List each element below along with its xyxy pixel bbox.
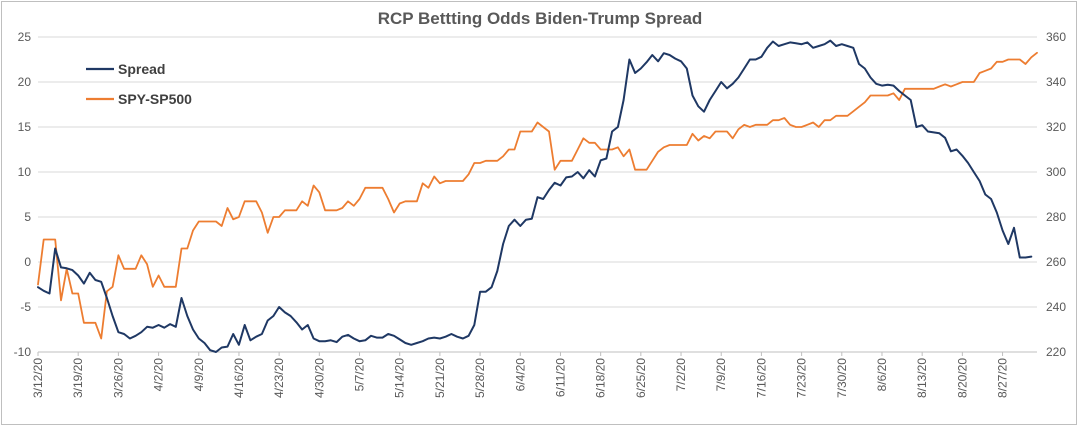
legend-label: SPY-SP500 [118,91,192,107]
x-tick-label: 5/14/20 [393,358,407,398]
y-left-tick-label: 0 [24,255,31,269]
y-right-tick-label: 260 [1046,255,1066,269]
x-tick-label: 7/16/20 [754,358,768,398]
y-right-tick-label: 220 [1046,345,1066,359]
y-left-tick-label: 25 [18,30,32,44]
y-left-tick-label: 5 [24,210,31,224]
x-tick-label: 4/2/20 [152,358,166,392]
x-tick-label: 7/2/20 [674,358,688,392]
y-left-tick-label: 15 [18,120,32,134]
x-tick-label: 8/6/20 [875,358,889,392]
x-tick-label: 7/30/20 [835,358,849,398]
x-tick-label: 5/21/20 [433,358,447,398]
y-right-tick-label: 240 [1046,300,1066,314]
legend: Spread SPY-SP500 [86,61,192,107]
x-tick-label: 8/27/20 [996,358,1010,398]
x-axis-ticks: 3/12/20 3/19/20 3/26/20 4/2/20 4/9/20 4/16/20… [31,351,1037,398]
x-tick-label: 6/11/20 [553,358,567,397]
y-right-tick-label: 320 [1046,120,1066,134]
x-tick-label: 7/23/20 [795,358,809,398]
chart-title: RCP Bettting Odds Biden-Trump Spread [378,9,703,28]
y-right-tick-label: 360 [1046,30,1066,44]
y-right-tick-label: 340 [1046,75,1066,89]
x-tick-label: 4/30/20 [312,358,326,398]
right-y-axis-ticks: 220 240 260 280 300 320 340 360 [1046,30,1066,359]
x-tick-label: 8/13/20 [915,358,929,398]
y-left-tick-label: 10 [18,165,32,179]
x-tick-label: 7/9/20 [714,358,728,392]
x-tick-label: 6/25/20 [634,358,648,398]
x-tick-label: 3/12/20 [31,358,45,398]
series-lines [37,39,1038,353]
x-tick-label: 6/4/20 [513,358,527,392]
x-tick-label: 6/18/20 [594,358,608,398]
y-left-tick-label: -10 [14,345,32,359]
x-tick-label: 4/9/20 [192,358,206,392]
y-left-tick-label: 20 [18,75,32,89]
y-right-tick-label: 300 [1046,165,1066,179]
x-tick-label: 8/20/20 [955,358,969,398]
left-y-axis-ticks: -10 -5 0 5 10 15 20 25 [14,30,32,359]
series-line-spy-sp500 [37,51,1038,340]
x-tick-label: 5/7/20 [353,358,367,392]
legend-label: Spread [118,61,165,77]
x-tick-label: 4/23/20 [272,358,286,398]
series-line-spread [37,39,1033,353]
y-right-tick-label: 280 [1046,210,1066,224]
y-left-tick-label: -5 [20,300,31,314]
x-tick-label: 3/19/20 [71,358,85,398]
x-tick-label: 3/26/20 [111,358,125,398]
x-tick-label: 4/16/20 [232,358,246,398]
x-tick-label: 5/28/20 [473,358,487,398]
